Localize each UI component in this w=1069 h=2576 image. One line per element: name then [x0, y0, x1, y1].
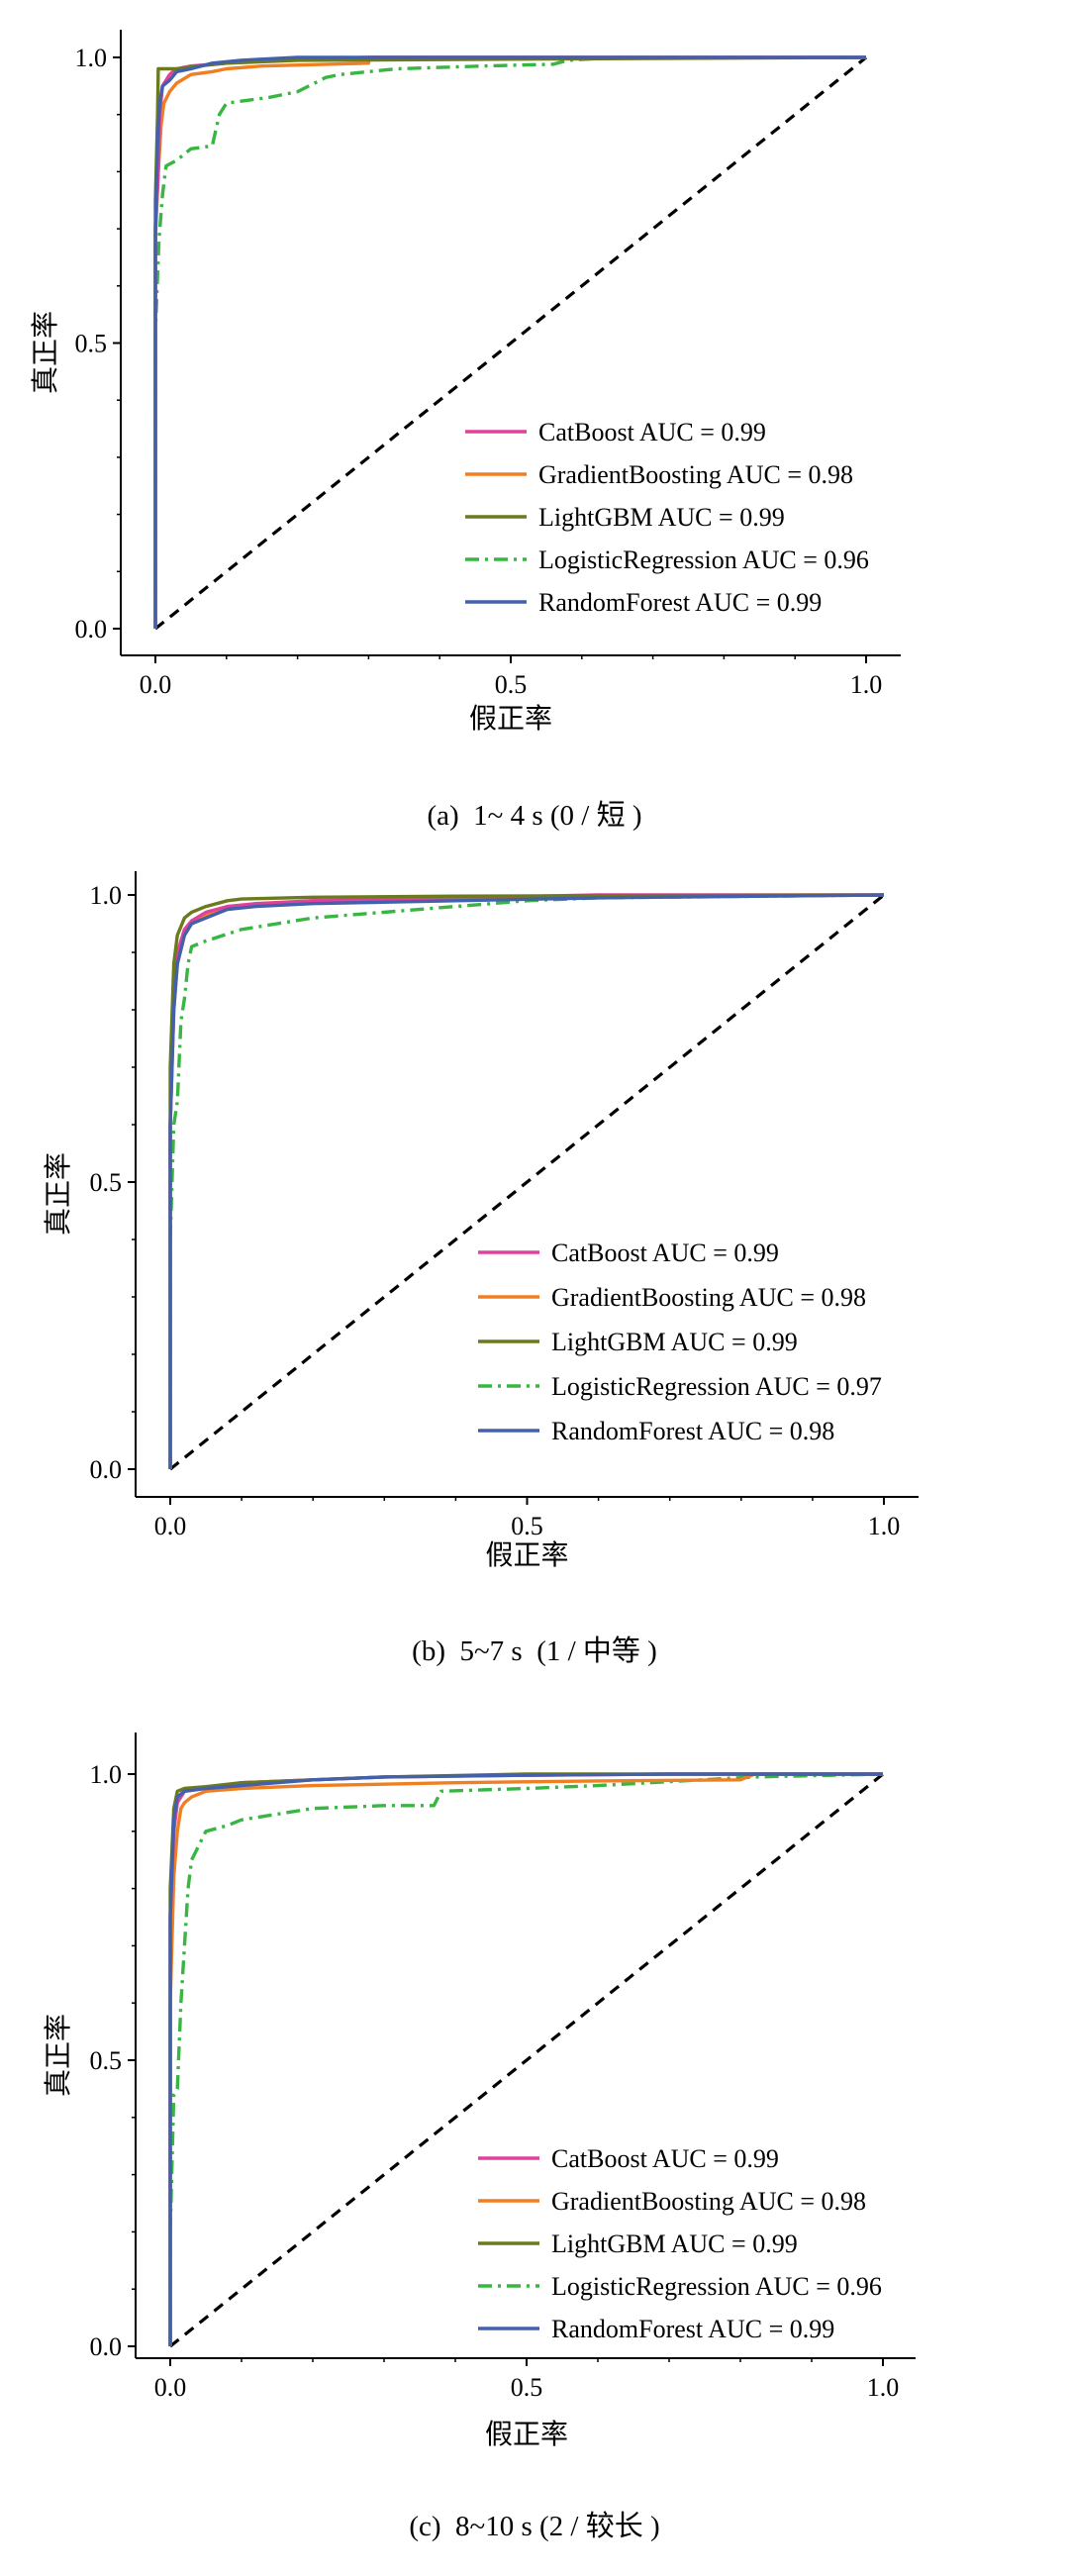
legend-label: GradientBoosting AUC = 0.98 — [551, 1283, 866, 1312]
series-line-4 — [153, 55, 866, 629]
chance-diagonal-line — [168, 893, 886, 1471]
y-tick-label: 0.0 — [90, 1455, 123, 1484]
y-tick-label: 0.5 — [90, 2046, 123, 2075]
x-tick-label: 1.0 — [850, 670, 883, 699]
x-axis-label: 假正率 — [469, 702, 552, 735]
y-tick-label: 1.0 — [90, 1760, 123, 1789]
roc-chart-b: 0.0 0.5 1.0 0.0 0.5 1.0 假正率 真正率 CatBoost AUC = 0… — [42, 871, 919, 1571]
caption-c: (c) 8~10 s (2 / 较长 ) — [409, 2511, 660, 2542]
legend-label: RandomForest AUC = 0.99 — [551, 2315, 834, 2343]
legend-label: LightGBM AUC = 0.99 — [551, 1328, 798, 1356]
legend-label: LightGBM AUC = 0.99 — [538, 503, 785, 532]
legend-label: RandomForest AUC = 0.99 — [538, 588, 822, 617]
legend-label: LogisticRegression AUC = 0.96 — [551, 2272, 882, 2301]
legend-label: CatBoost AUC = 0.99 — [538, 418, 766, 446]
roc-panel-c: 0.0 0.5 1.0 0.0 0.5 1.0 假正率 真正率 CatBoost AUC = 0… — [0, 1703, 1069, 2574]
legend-label: GradientBoosting AUC = 0.98 — [538, 460, 853, 489]
legend-label: LogisticRegression AUC = 0.97 — [551, 1372, 882, 1401]
legend-label: LogisticRegression AUC = 0.96 — [538, 545, 869, 574]
y-tick-label: 0.5 — [90, 1168, 123, 1197]
chance-diagonal-line — [153, 55, 868, 631]
series-line-3 — [153, 55, 866, 629]
chance-diagonal-line — [168, 1772, 885, 2348]
y-axis-label: 真正率 — [29, 311, 61, 394]
series-line-4 — [168, 1772, 883, 2346]
y-tick-label: 0.5 — [75, 330, 108, 358]
series-line-2 — [168, 893, 885, 1469]
roc-chart-c: 0.0 0.5 1.0 0.0 0.5 1.0 假正率 真正率 CatBoost AUC = 0… — [42, 1733, 916, 2450]
x-tick-label: 0.0 — [140, 670, 172, 699]
x-tick-label: 0.0 — [154, 2373, 187, 2402]
legend-label: CatBoost AUC = 0.99 — [551, 1238, 779, 1267]
caption-a: (a) 1~ 4 s (0 / 短 ) — [427, 800, 642, 832]
roc-panel-a: 0.0 0.5 1.0 0.0 0.5 1.0 假正率 真正率 CatBoost AUC = 0… — [0, 0, 1069, 842]
roc-panel-b: 0.0 0.5 1.0 0.0 0.5 1.0 假正率 真正率 CatBoost AUC = 0… — [0, 842, 1069, 1703]
legend-label: CatBoost AUC = 0.99 — [551, 2144, 779, 2173]
y-axis-label: 真正率 — [42, 2014, 74, 2097]
legend-label: GradientBoosting AUC = 0.98 — [551, 2187, 866, 2216]
caption-b: (b) 5~7 s (1 / 中等 ) — [412, 1635, 657, 1667]
legend-label: RandomForest AUC = 0.98 — [551, 1417, 834, 1445]
x-tick-label: 1.0 — [867, 2373, 900, 2402]
series-line-3 — [168, 893, 885, 1469]
series-line-4 — [168, 893, 885, 1469]
y-tick-label: 0.0 — [90, 2332, 123, 2361]
y-tick-label: 1.0 — [75, 44, 108, 72]
x-tick-label: 1.0 — [868, 1512, 901, 1540]
x-tick-label: 0.5 — [495, 670, 528, 699]
x-tick-label: 0.0 — [154, 1512, 187, 1540]
x-axis-label: 假正率 — [485, 2418, 568, 2450]
x-axis-label: 假正率 — [485, 1538, 568, 1571]
x-tick-label: 0.5 — [511, 1512, 543, 1540]
roc-chart-a: 0.0 0.5 1.0 0.0 0.5 1.0 假正率 真正率 CatBoost AUC = 0… — [29, 30, 901, 735]
y-axis-label: 真正率 — [42, 1152, 74, 1236]
x-tick-label: 0.5 — [511, 2373, 543, 2402]
series-line-1 — [168, 1772, 883, 2346]
y-tick-label: 1.0 — [90, 881, 123, 910]
series-line-3 — [168, 1772, 884, 2346]
legend-label: LightGBM AUC = 0.99 — [551, 2229, 798, 2258]
y-tick-label: 0.0 — [75, 615, 108, 644]
